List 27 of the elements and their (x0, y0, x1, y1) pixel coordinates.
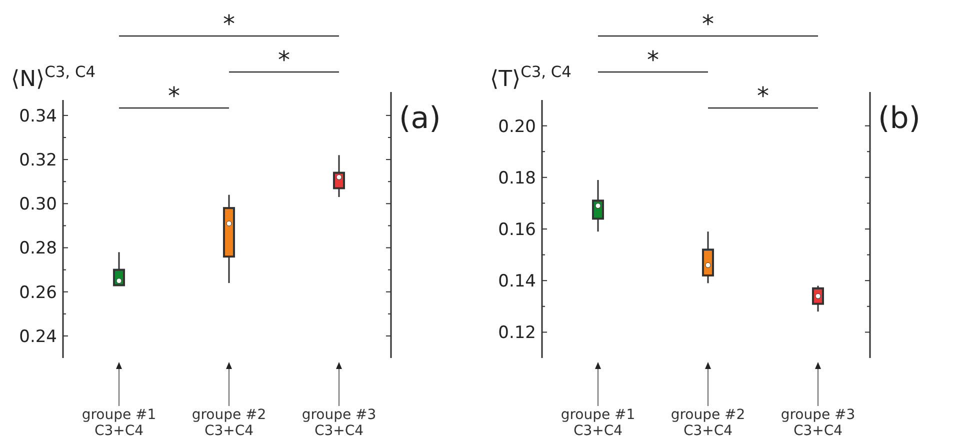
text: * (278, 46, 290, 74)
x-tick-label: groupe #1 C3+C4 (560, 407, 636, 439)
text: * (647, 46, 659, 74)
y-tick-label: 0.16 (498, 220, 536, 240)
text: * (702, 10, 714, 38)
annotation: * (168, 82, 180, 110)
y-tick-label: 0.14 (498, 272, 536, 292)
y-tick-label: 0.18 (498, 168, 536, 188)
x-tick-label: groupe #2 C3+C4 (670, 407, 746, 439)
y-tick-label: 0.26 (19, 282, 57, 303)
y-tick-label: 0.24 (19, 326, 57, 347)
y-tick-label: 0.20 (498, 116, 536, 137)
y-axis-title: ⟨N⟩$^{C3, C4}$ (11, 63, 96, 92)
y-tick-label: 0.32 (19, 150, 57, 170)
text: * (223, 10, 235, 38)
chart-title: (a) (399, 101, 441, 136)
chart-title: (b) (878, 101, 920, 136)
annotation: * (757, 82, 769, 110)
x-tick-label: groupe #3 C3+C4 (780, 407, 856, 439)
y-tick-label: 0.30 (19, 194, 57, 215)
x-tick-label: groupe #1 C3+C4 (82, 407, 156, 439)
x-tick-label: groupe #3 C3+C4 (302, 407, 376, 439)
y-axis-title: ⟨T⟩$^{C3, C4}$ (490, 63, 572, 92)
x-tick-label: groupe #2 C3+C4 (192, 407, 266, 439)
y-tick-label: 0.34 (19, 106, 57, 126)
y-tick-label: 0.28 (19, 238, 57, 259)
y-tick-label: 0.12 (498, 323, 536, 344)
